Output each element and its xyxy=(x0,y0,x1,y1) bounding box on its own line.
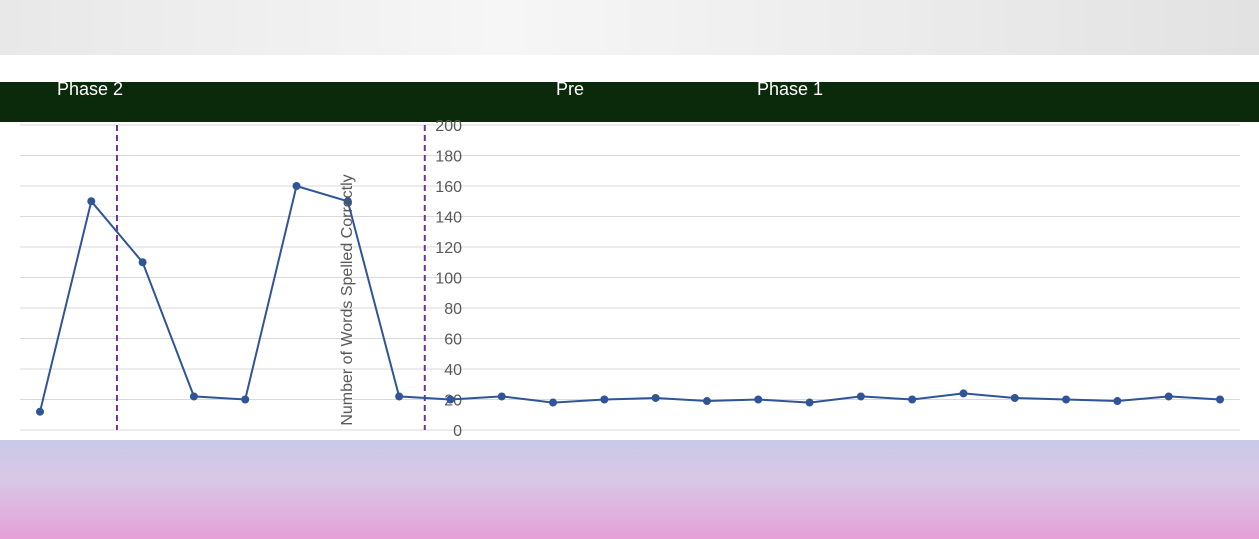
y-tick-label: 40 xyxy=(444,362,462,379)
data-point xyxy=(292,182,301,190)
data-point xyxy=(600,395,609,404)
data-point xyxy=(1216,395,1224,404)
data-point xyxy=(1113,397,1122,406)
data-point xyxy=(908,395,917,404)
data-point xyxy=(549,398,558,407)
data-point xyxy=(497,392,506,401)
series-lines xyxy=(39,184,1221,412)
phase-label: Phase 2 xyxy=(57,79,123,99)
data-point xyxy=(805,398,814,407)
y-tick-label: 180 xyxy=(435,149,462,166)
y-tick-label: 120 xyxy=(435,240,462,257)
data-point xyxy=(36,407,44,416)
y-axis-ticks: 020406080100120140160180200 xyxy=(435,118,462,440)
data-point xyxy=(189,392,198,401)
y-tick-label: 80 xyxy=(444,301,462,318)
data-point xyxy=(1164,392,1173,401)
data-point xyxy=(651,393,660,402)
phase-header-bar xyxy=(0,82,1259,122)
y-tick-label: 100 xyxy=(435,271,462,288)
series-line xyxy=(39,184,1221,412)
y-tick-label: 60 xyxy=(444,332,462,349)
data-point xyxy=(395,392,404,401)
phase-change-lines xyxy=(115,125,426,430)
phase-label: Phase 1 xyxy=(757,79,823,99)
data-point xyxy=(1062,395,1071,404)
phase-labels: Pre Phase 1 Phase 2 xyxy=(57,79,823,99)
y-axis-label: Number of Words Spelled Correctly xyxy=(339,174,356,425)
y-tick-label: 160 xyxy=(435,179,462,196)
header-banner xyxy=(0,0,1259,55)
data-point xyxy=(446,395,455,404)
y-tick-label: 140 xyxy=(435,210,462,227)
gridlines xyxy=(20,124,1240,431)
data-points xyxy=(36,182,1224,416)
data-point xyxy=(241,395,250,404)
data-point xyxy=(702,397,711,406)
data-point xyxy=(754,395,763,404)
data-point xyxy=(959,389,968,398)
y-tick-label: 200 xyxy=(435,118,462,135)
data-point xyxy=(343,197,352,206)
bottom-band xyxy=(0,440,1259,539)
y-tick-label: 0 xyxy=(453,423,462,440)
phase-label: Pre xyxy=(556,79,584,99)
data-point xyxy=(1010,393,1019,402)
data-point xyxy=(856,392,865,401)
data-point xyxy=(138,258,147,267)
data-point xyxy=(87,197,96,206)
